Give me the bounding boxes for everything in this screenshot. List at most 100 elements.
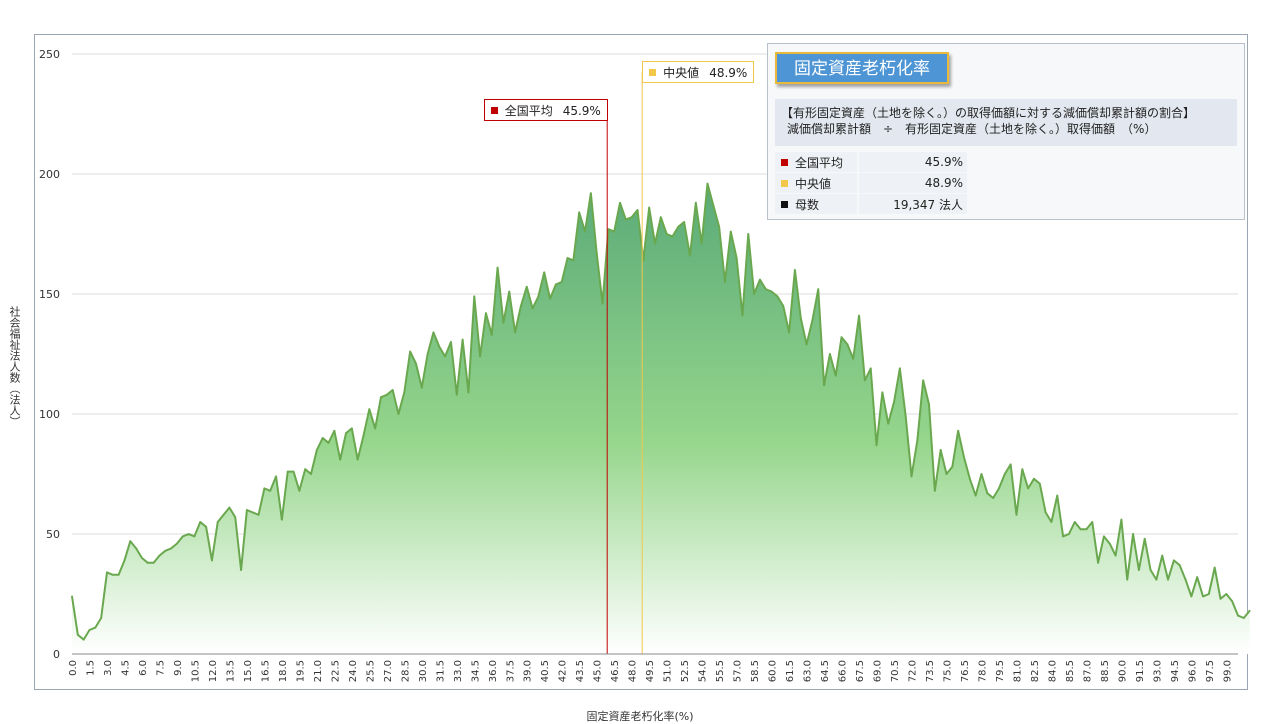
data-point [450,341,452,343]
data-point [222,513,225,516]
data-point [560,281,563,283]
data-point [718,225,721,228]
data-point [321,437,324,439]
data-point [747,233,750,235]
data-point [659,216,662,219]
info-row-median: 中央値 48.9% [775,172,967,194]
data-point [741,314,744,317]
data-point [1097,561,1099,564]
data-point [514,331,516,334]
marker-value: 45.9% [562,104,601,118]
y-tick-label: 100 [39,408,60,421]
data-point [187,533,190,535]
x-tick-label: 57.0 [733,660,744,682]
data-point [397,413,400,415]
data-point [1003,473,1006,475]
data-point [572,259,575,262]
data-point [904,415,907,418]
data-point [881,391,884,394]
data-point [508,290,511,293]
data-point [916,439,919,442]
data-point [473,295,476,298]
data-point [863,379,866,382]
data-point [403,391,406,394]
data-point [356,458,359,461]
x-tick-label: 12.0 [208,660,219,682]
data-point [654,242,656,245]
x-tick-label: 25.5 [365,660,376,682]
x-tick-label: 7.5 [155,660,166,676]
data-point [135,547,138,550]
data-point [275,475,277,478]
x-axis-title: 固定資産老朽化率(%) [586,710,694,723]
average-square-icon [781,158,788,166]
data-point [1184,578,1187,581]
x-tick-label: 61.5 [785,660,796,682]
data-point [345,432,347,435]
data-point [111,573,114,576]
data-point [251,511,254,514]
data-point [1196,576,1199,579]
x-tick-label: 97.5 [1205,660,1216,682]
marker-value: 48.9% [709,66,748,80]
x-tick-label: 15.0 [243,660,254,682]
marker-name: 中央値 [663,66,700,80]
data-point [840,336,843,339]
data-point [1044,511,1047,514]
data-point [257,513,260,516]
data-point [1172,559,1175,562]
data-point [759,278,761,281]
data-point [1167,578,1169,581]
data-point [479,355,481,358]
x-tick-label: 42.0 [558,660,569,682]
data-point [211,559,213,562]
x-tick-label: 78.0 [977,660,988,682]
data-point [1033,477,1035,480]
data-point [869,367,872,370]
data-point [817,288,820,291]
data-point [1225,593,1228,595]
x-tick-label: 60.0 [768,660,779,682]
data-point [986,492,989,495]
data-point [799,317,802,319]
data-point [689,254,691,257]
data-point [1009,463,1012,466]
data-point [1073,521,1076,523]
data-point [858,314,860,317]
info-panel: 固定資産老朽化率 【有形固定資産（土地を除く。）の取得価額に対する減価償却累計額… [767,43,1245,220]
data-point [578,211,581,214]
data-point [76,633,79,636]
x-tick-label: 88.5 [1100,660,1111,682]
data-point [525,285,528,288]
x-tick-label: 49.5 [645,660,656,682]
data-point [887,422,890,425]
data-point [1103,535,1105,538]
y-tick-label: 0 [53,648,60,661]
y-tick-label: 250 [39,48,60,61]
data-point [71,595,73,598]
data-point [829,353,831,355]
data-point [82,638,85,641]
x-tick-label: 1.5 [85,660,96,676]
data-point [438,345,441,348]
data-point [380,396,382,399]
data-point [945,473,948,475]
data-point [951,465,954,468]
x-tick-label: 79.5 [995,660,1006,682]
y-tick-label: 150 [39,288,60,301]
data-point [1038,482,1041,485]
data-point [922,379,925,382]
data-point [216,521,219,523]
data-point [1085,528,1088,531]
y-axis-title: 社会福祉法人数（法人） [8,306,21,427]
x-tick-label: 46.5 [610,660,621,682]
data-point [315,449,318,451]
data-point [992,497,995,499]
data-point [823,384,825,387]
data-point [1248,609,1251,612]
data-point [1178,564,1181,567]
data-point [374,427,377,430]
data-point [199,521,202,523]
data-point [292,470,295,473]
data-point [554,283,557,286]
